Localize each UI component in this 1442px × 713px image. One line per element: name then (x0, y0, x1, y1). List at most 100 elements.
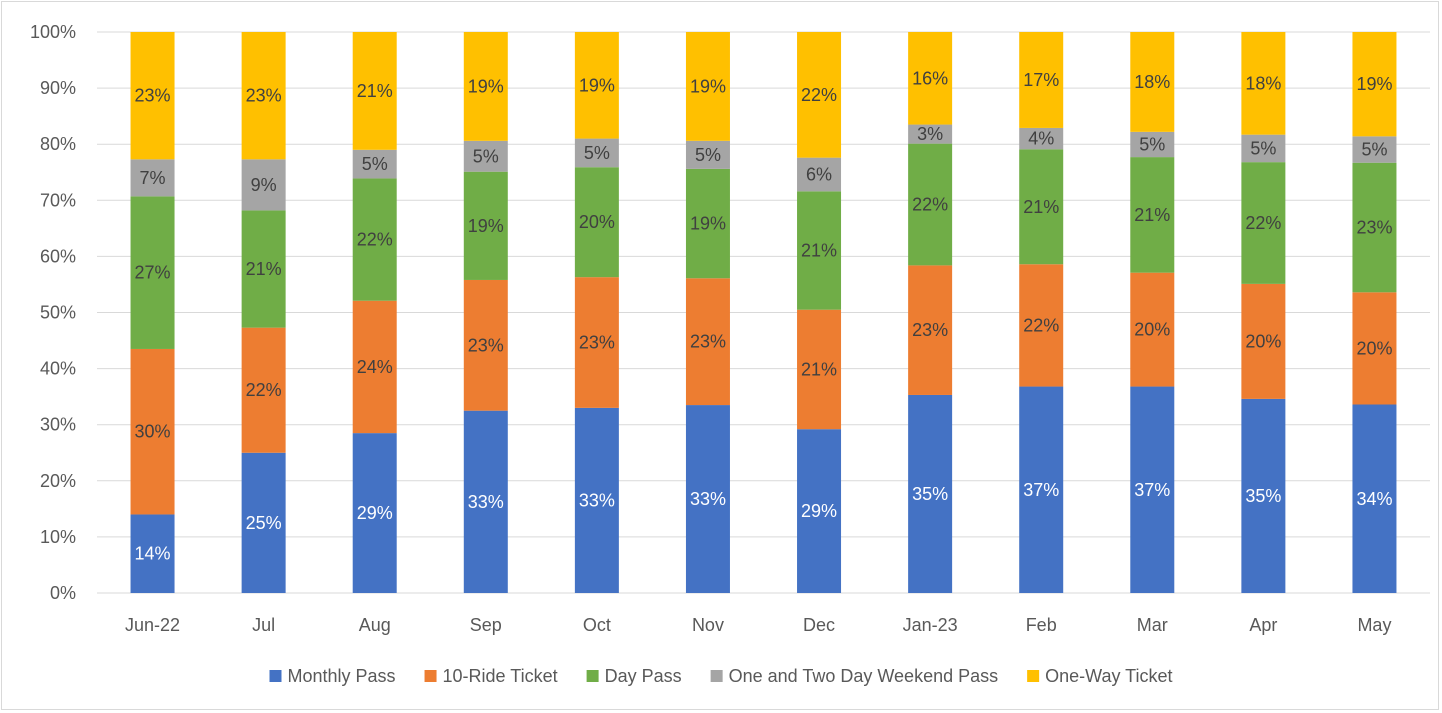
bar-segment (1019, 127, 1064, 150)
data-label: 5% (362, 154, 388, 174)
bar-segment (1130, 157, 1175, 273)
bar-segment (685, 140, 730, 169)
bar-segment (685, 278, 730, 406)
legend-label: One and Two Day Weekend Pass (729, 666, 999, 686)
data-label: 6% (806, 164, 832, 184)
x-tick-label: Jun-22 (125, 615, 180, 635)
data-label: 5% (584, 143, 610, 163)
data-label: 18% (1245, 73, 1281, 93)
data-label: 7% (140, 168, 166, 188)
data-label: 5% (695, 145, 721, 165)
data-label: 21% (801, 359, 837, 379)
legend-label: 10-Ride Ticket (443, 666, 558, 686)
bar-segment (574, 167, 619, 278)
y-tick-label: 30% (40, 415, 76, 435)
data-label: 23% (1356, 218, 1392, 238)
bar-segment (241, 210, 286, 328)
bar-segment (130, 32, 175, 160)
bar-segment (797, 157, 842, 192)
data-label: 33% (579, 490, 615, 510)
data-label: 23% (690, 332, 726, 352)
legend-label: Monthly Pass (287, 666, 395, 686)
legend-label: One-Way Ticket (1045, 666, 1172, 686)
bar-segment (130, 196, 175, 349)
bar-segment (1352, 136, 1397, 163)
legend-label: Day Pass (605, 666, 682, 686)
data-label: 5% (473, 146, 499, 166)
bar-segment (685, 405, 730, 593)
data-label: 29% (801, 501, 837, 521)
bar-segment (241, 327, 286, 453)
bar-segment (1241, 134, 1286, 163)
data-label: 33% (690, 489, 726, 509)
bar-segment (1130, 131, 1175, 158)
legend-swatch (1027, 670, 1040, 682)
data-label: 35% (912, 484, 948, 504)
data-label: 5% (1139, 134, 1165, 154)
bar-segment (463, 32, 508, 141)
data-label: 23% (912, 320, 948, 340)
data-label: 23% (468, 335, 504, 355)
data-label: 30% (135, 422, 171, 442)
y-tick-label: 20% (40, 471, 76, 491)
bar-segment (463, 410, 508, 593)
data-label: 33% (468, 492, 504, 512)
bar-segment (797, 429, 842, 593)
bar-segment (797, 309, 842, 430)
bar-segment (574, 407, 619, 593)
x-tick-label: May (1357, 615, 1391, 635)
bar-segment (352, 300, 397, 434)
x-tick-label: Mar (1137, 615, 1168, 635)
data-label: 16% (912, 68, 948, 88)
bar-segment (241, 32, 286, 160)
data-label: 19% (579, 75, 615, 95)
bar-segment (797, 191, 842, 310)
data-label: 37% (1023, 480, 1059, 500)
x-tick-label: Dec (803, 615, 835, 635)
bar-segment (797, 32, 842, 158)
y-tick-label: 100% (30, 22, 76, 42)
x-tick-label: Nov (692, 615, 724, 635)
data-label: 37% (1134, 480, 1170, 500)
data-label: 9% (251, 175, 277, 195)
x-tick-label: Jul (252, 615, 275, 635)
data-label: 21% (1023, 197, 1059, 217)
legend-swatch (424, 670, 437, 682)
y-tick-label: 80% (40, 134, 76, 154)
data-label: 5% (1250, 138, 1276, 158)
data-label: 21% (246, 259, 282, 279)
bar-segment (1352, 292, 1397, 405)
bar-segment (1130, 272, 1175, 387)
data-label: 25% (246, 513, 282, 533)
bar-segment (463, 171, 508, 280)
bar-segment (1352, 404, 1397, 593)
bar-segment (1130, 386, 1175, 593)
data-label: 17% (1023, 70, 1059, 90)
x-tick-label: Feb (1026, 615, 1057, 635)
bar-segment (352, 149, 397, 179)
data-label: 5% (1361, 140, 1387, 160)
data-label: 24% (357, 357, 393, 377)
x-tick-label: Jan-23 (903, 615, 958, 635)
y-tick-label: 60% (40, 246, 76, 266)
data-label: 23% (579, 333, 615, 353)
bar-segment (352, 32, 397, 150)
data-label: 22% (246, 380, 282, 400)
bar-segment (1352, 32, 1397, 137)
data-label: 19% (468, 216, 504, 236)
bar-segment (241, 452, 286, 593)
bar-segment (574, 277, 619, 408)
data-label: 22% (1023, 315, 1059, 335)
y-tick-label: 40% (40, 359, 76, 379)
bar-segment (1241, 162, 1286, 284)
data-label: 21% (1134, 205, 1170, 225)
bar-segment (463, 279, 508, 411)
data-label: 22% (912, 195, 948, 215)
data-label: 19% (468, 76, 504, 96)
bar-segment (1019, 149, 1064, 265)
legend-swatch (710, 670, 723, 682)
data-label: 19% (690, 214, 726, 234)
bar-segment (685, 32, 730, 141)
bar-segment (1130, 32, 1175, 132)
